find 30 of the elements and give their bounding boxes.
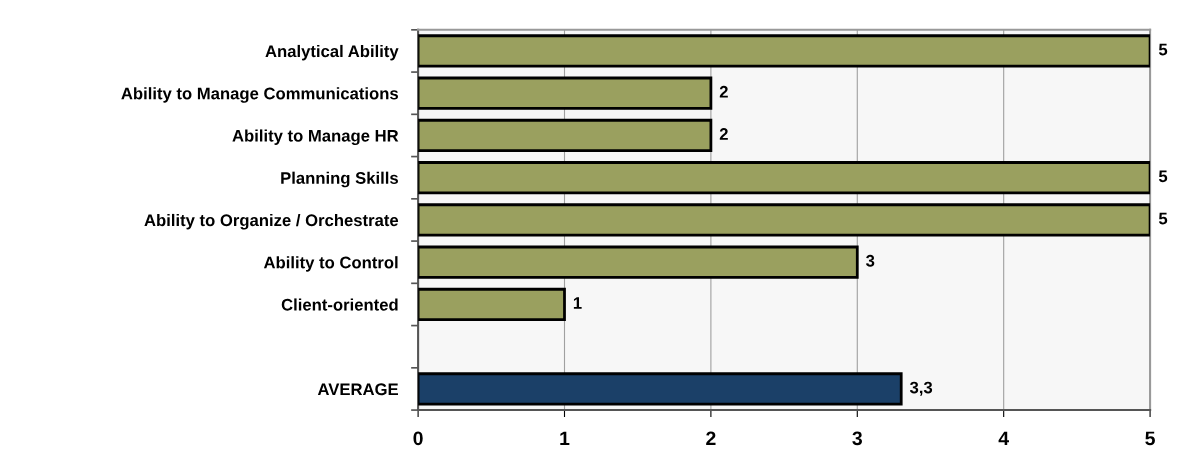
bar — [418, 34, 1151, 68]
x-tick-label: 4 — [998, 431, 1009, 445]
x-tick-label: 0 — [413, 431, 423, 446]
y-tick-label: Ability to Organize / Orchestrate — [144, 213, 399, 230]
bar — [418, 372, 903, 406]
y-tick-label: AVERAGE — [317, 383, 398, 396]
y-tick-label: Ability to Manage HR — [232, 129, 399, 146]
x-tick-label: 5 — [1145, 431, 1155, 446]
bar — [418, 245, 859, 279]
x-tick-label: 3 — [852, 431, 862, 446]
data-label: 2 — [719, 85, 728, 98]
y-tick-label: Client-oriented — [281, 298, 398, 311]
x-tick-label: 1 — [560, 431, 570, 445]
data-label: 3,3 — [909, 381, 933, 396]
y-tick-label: Ability to Manage Communications — [121, 87, 398, 103]
bar — [418, 161, 1151, 195]
y-tick-label: Analytical Ability — [265, 44, 399, 61]
bar — [418, 76, 713, 110]
bar — [418, 287, 566, 322]
y-tick-label: Planning Skills — [281, 171, 398, 188]
data-label: 5 — [1158, 43, 1168, 56]
data-label: 3 — [866, 254, 875, 267]
data-label: 5 — [1158, 170, 1168, 183]
x-tick-label: 2 — [706, 431, 716, 445]
bar — [418, 203, 1151, 237]
data-label: 5 — [1158, 212, 1168, 225]
bar — [418, 118, 713, 153]
y-tick-label: Ability to Control — [263, 256, 398, 272]
data-label: 1 — [573, 297, 582, 309]
data-label: 2 — [719, 128, 728, 140]
